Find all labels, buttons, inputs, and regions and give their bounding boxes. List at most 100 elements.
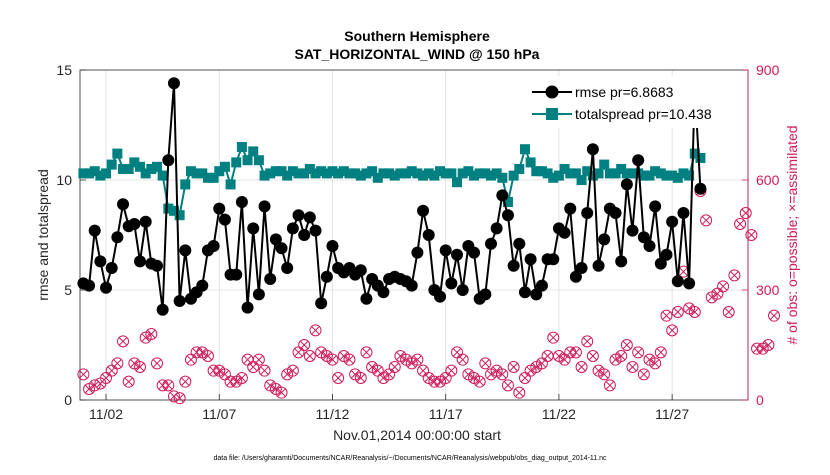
totalspread-point (265, 168, 276, 179)
obs-point-circle (586, 350, 599, 362)
totalspread-point (89, 166, 100, 177)
rmse-point (501, 209, 514, 222)
obs-point-cross (616, 351, 626, 361)
obs-point-cross (390, 362, 399, 372)
obs-point-circle (286, 364, 299, 377)
rmse-point (666, 215, 679, 228)
totalspread-point (593, 168, 604, 179)
rmse-point (286, 222, 299, 235)
rmse-point (309, 224, 322, 237)
rmse-point (439, 244, 452, 257)
totalspread-point (616, 164, 627, 174)
obs-point-circle (275, 386, 288, 399)
obs-point (654, 346, 667, 359)
totalspread-point (667, 170, 678, 181)
totalspread-point (287, 166, 298, 177)
rmse-point (564, 202, 577, 215)
totalspread-point (316, 166, 327, 177)
totalspread-point (599, 159, 610, 170)
obs-point-cross (679, 267, 688, 276)
obs-point-circle (445, 364, 458, 377)
rmse-point (247, 222, 260, 235)
totalspread-point (259, 170, 270, 181)
obs-point-circle (666, 324, 679, 337)
y-tick-label-left: 10 (56, 172, 72, 188)
obs-point-cross (113, 359, 122, 368)
rmse-point (422, 229, 435, 241)
obs-point-cross (232, 377, 241, 386)
totalspread-point (168, 205, 179, 216)
obs-point-circle (88, 379, 101, 392)
obs-point-circle (360, 346, 373, 359)
totalspread-point (576, 175, 587, 185)
totalspread-point (446, 168, 457, 179)
obs-point-cross (339, 351, 349, 361)
totalspread-point (180, 179, 191, 190)
rmse-point (405, 279, 418, 292)
obs-point-cross (401, 355, 411, 364)
totalspread-point (208, 172, 219, 183)
obs-point-cross (764, 340, 773, 350)
obs-point (513, 386, 526, 399)
rmse-point (547, 253, 560, 266)
obs-point (332, 372, 345, 384)
totalspread-point (197, 168, 208, 179)
totalspread-point (406, 166, 417, 177)
totalspread-point (327, 166, 338, 177)
obs-point-circle (632, 346, 645, 359)
obs-point-cross (628, 362, 637, 372)
rmse-point (417, 204, 430, 217)
totalspread-point (474, 168, 485, 179)
y-tick-label-right: 0 (756, 392, 764, 408)
obs-point-cross (600, 370, 609, 379)
y-tick-label-left: 0 (64, 392, 72, 408)
rmse-markers (77, 77, 707, 316)
obs-point (569, 346, 582, 359)
obs-point-cross (486, 370, 496, 379)
obs-point-cross (407, 359, 416, 368)
totalspread-point (514, 164, 525, 174)
obs-point (77, 368, 90, 381)
obs-point-cross (452, 348, 462, 357)
totalspread-point (429, 170, 440, 181)
totalspread-point (163, 203, 174, 214)
legend-rmse-label: rmse pr=6.8683 (575, 84, 674, 100)
obs-point-circle (77, 368, 90, 381)
obs-point-circle (649, 357, 662, 370)
x-tick-label: 11/12 (315, 406, 349, 422)
rmse-point (213, 202, 226, 215)
obs-point-cross (345, 355, 354, 364)
rmse-point (677, 207, 690, 219)
totalspread-point (338, 166, 349, 177)
obs-point (632, 346, 645, 359)
obs-point-cross (220, 370, 230, 379)
obs-point-circle (298, 339, 311, 351)
totalspread-point (480, 168, 491, 179)
axis-ticks: 11/02 11/07 11/12 11/17 11/22 11/27 0 5 10 15 0 300… (56, 62, 779, 422)
totalspread-point (333, 168, 344, 179)
totalspread-point (270, 166, 281, 177)
obs-point-cross (758, 344, 767, 353)
rmse-point (275, 242, 288, 255)
totalspread-point (151, 161, 162, 172)
rmse-point (434, 290, 447, 303)
obs-point-cross (481, 359, 490, 368)
obs-point-circle (739, 207, 752, 219)
totalspread-point (401, 168, 412, 179)
totalspread-point (570, 168, 581, 179)
obs-point-cross (130, 359, 139, 368)
obs-point-cross (645, 355, 654, 364)
x-tick-label: 11/07 (202, 406, 236, 422)
rmse-point (445, 277, 458, 290)
rmse-point (156, 303, 169, 316)
obs-point (360, 346, 373, 359)
totalspread-point (378, 168, 389, 179)
obs-point-circle (411, 353, 424, 366)
totalspread-point (282, 170, 293, 181)
totalspread-point (452, 177, 463, 188)
obs-point-cross (367, 362, 377, 372)
obs-point-circle (496, 368, 509, 381)
obs-point-cross (543, 351, 552, 361)
obs-point-cross (424, 373, 433, 383)
x-tick-label: 11/27 (655, 406, 689, 422)
